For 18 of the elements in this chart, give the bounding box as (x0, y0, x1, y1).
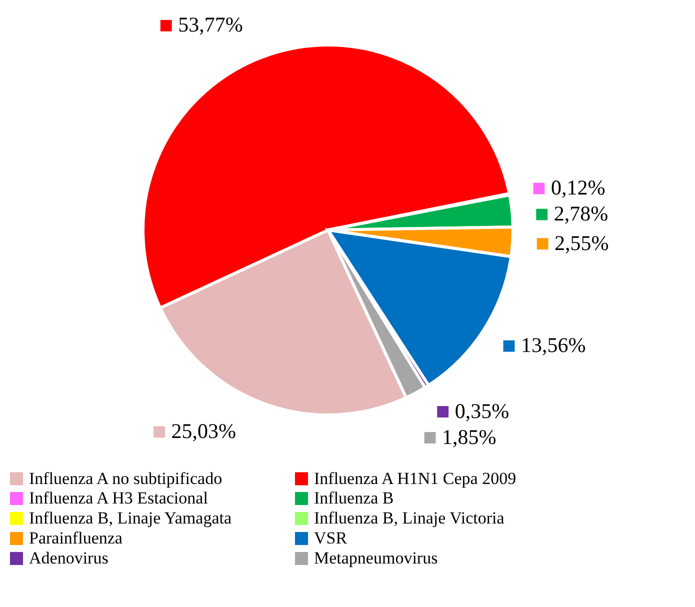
legend-label: Influenza B, Linaje Victoria (314, 508, 505, 528)
data-label: 2,55% (554, 230, 609, 255)
legend-label: Influenza A H3 Estacional (29, 488, 208, 508)
legend-label: VSR (314, 528, 348, 548)
legend-label: Metapneumovirus (314, 548, 438, 568)
legend-label: Influenza B, Linaje Yamagata (29, 508, 232, 528)
data-label: 13,56% (520, 333, 586, 358)
data-label: 0,12% (550, 175, 606, 200)
legend-label: Influenza A H1N1 Cepa 2009 (314, 468, 516, 488)
legend-label: Adenovirus (29, 548, 108, 568)
data-label: 25,03% (171, 418, 236, 443)
data-label: 53,77% (178, 12, 243, 37)
data-label: 2,78% (554, 201, 608, 226)
legend-label: Influenza B (314, 488, 394, 508)
data-label: 0,35% (454, 398, 510, 423)
legend-label: Parainfluenza (29, 528, 123, 548)
data-label: 1,85% (442, 424, 496, 449)
legend-label: Influenza A no subtipificado (29, 468, 222, 488)
